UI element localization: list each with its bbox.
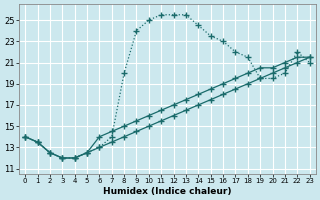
X-axis label: Humidex (Indice chaleur): Humidex (Indice chaleur) xyxy=(103,187,232,196)
